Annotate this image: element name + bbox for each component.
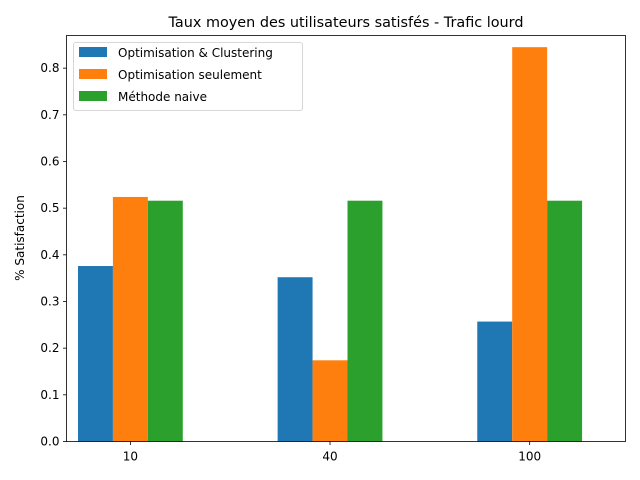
y-tick-label-2: 0.2: [40, 341, 59, 355]
legend-label-2: Optimisation seulement: [118, 68, 262, 82]
bar-3-100: [547, 200, 583, 442]
y-tick-label-8: 0.8: [40, 61, 59, 75]
x-tick-label-40: 40: [322, 450, 337, 464]
bar-2-100: [512, 47, 548, 442]
bar-2-10: [112, 196, 148, 442]
axes-frame: [66, 35, 626, 442]
legend-swatch-3: [79, 91, 107, 101]
y-tick-label-7: 0.7: [40, 108, 59, 122]
legend-box: [73, 42, 303, 111]
bar-1-10: [77, 266, 113, 442]
bars-group: [77, 47, 583, 442]
legend: Optimisation & Clustering Optimisation se…: [73, 42, 303, 111]
y-tick-label-5: 0.5: [40, 201, 59, 215]
bar-2-40: [312, 360, 348, 442]
legend-swatch-2: [79, 69, 107, 79]
y-tick-label-0: 0.0: [40, 435, 59, 449]
bar-3-40: [347, 200, 383, 442]
x-tick-label-10: 10: [123, 450, 138, 464]
legend-swatch-1: [79, 47, 107, 57]
bar-1-40: [277, 277, 313, 442]
x-tick-label-100: 100: [518, 450, 541, 464]
chart-title: Taux moyen des utilisateurs satisfés - T…: [168, 15, 524, 31]
bar-3-10: [147, 200, 183, 442]
y-tick-label-1: 0.1: [40, 388, 59, 402]
y-tick-label-6: 0.6: [40, 155, 59, 169]
bar-1-100: [477, 321, 513, 442]
y-tick-label-3: 0.3: [40, 295, 59, 309]
y-tick-label-4: 0.4: [40, 248, 59, 262]
legend-label-1: Optimisation & Clustering: [118, 46, 273, 60]
y-axis-ticks: 0.0 0.1 0.2 0.3 0.4 0.5 0.6 0.7 0.8: [40, 61, 67, 449]
legend-label-3: Méthode naive: [118, 90, 207, 104]
y-axis-label: % Satisfaction: [13, 195, 27, 281]
x-axis-ticks: 10 40 100: [123, 441, 541, 464]
